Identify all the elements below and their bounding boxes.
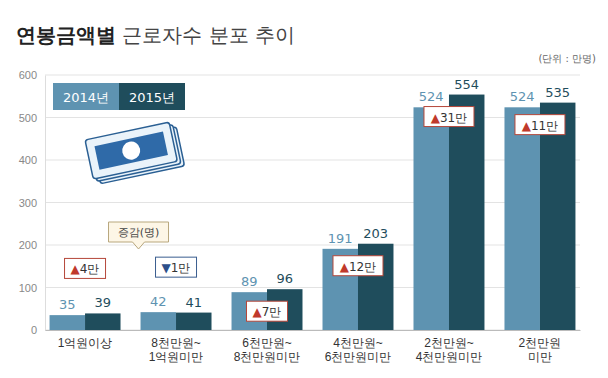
x-tick: 1억원이상 bbox=[58, 330, 113, 350]
legend-label: 2014년 bbox=[63, 90, 109, 105]
x-tick: 8천만원~1억원미만 bbox=[149, 330, 204, 364]
change-label: ▲31만 bbox=[431, 111, 468, 125]
y-tick: 200 bbox=[19, 239, 45, 251]
y-tick-label: 400 bbox=[19, 154, 37, 166]
data-label: 203 bbox=[363, 226, 388, 241]
icon-band bbox=[94, 132, 167, 170]
icon-note bbox=[85, 122, 177, 179]
bars bbox=[50, 95, 576, 330]
change-label: ▲11만 bbox=[522, 119, 559, 133]
bar bbox=[176, 313, 211, 330]
x-tick-label: 4천만원~6천만원미만 bbox=[325, 336, 392, 364]
legend-item: 2014년 bbox=[53, 83, 119, 110]
change-badge: ▲31만 bbox=[424, 107, 474, 127]
data-label: 535 bbox=[545, 85, 570, 100]
change-badge: ▲11만 bbox=[515, 115, 565, 135]
plot: 0 100 200 300 400 500 600 35 42 89 191 524 524 39 41 96… bbox=[19, 69, 581, 364]
data-label: 39 bbox=[95, 295, 112, 310]
change-box bbox=[65, 258, 106, 278]
bar bbox=[50, 315, 85, 330]
subtitle: (단위 : 만명) bbox=[538, 53, 596, 64]
data-label: 89 bbox=[241, 274, 258, 289]
x-tick-label: 1억원이상 bbox=[58, 336, 113, 350]
change-label: ▲7만 bbox=[253, 305, 282, 319]
data-label: 35 bbox=[59, 297, 76, 312]
data-label: 554 bbox=[454, 77, 479, 92]
change-callout: 증감(명) bbox=[109, 222, 169, 249]
change-badge: ▼1만 bbox=[156, 257, 197, 277]
x-tick: 2천만원~4천만원미만 bbox=[416, 330, 483, 364]
data-label: 191 bbox=[328, 231, 353, 246]
y-tick-label: 600 bbox=[19, 69, 37, 81]
y-tick-label: 0 bbox=[31, 324, 37, 336]
bar bbox=[85, 313, 120, 330]
y-tick-label: 100 bbox=[19, 282, 37, 294]
y-axis-line bbox=[45, 76, 46, 331]
grid-line bbox=[45, 75, 580, 76]
data-label: 524 bbox=[510, 89, 535, 104]
y-tick-label: 300 bbox=[19, 197, 37, 209]
grid bbox=[45, 75, 580, 330]
change-box bbox=[156, 257, 197, 277]
callout-label: 증감(명) bbox=[118, 226, 160, 239]
grid-line bbox=[45, 202, 580, 203]
x-tick: 4천만원~6천만원미만 bbox=[325, 330, 392, 364]
bar bbox=[141, 312, 176, 330]
data-labels: 35 42 89 191 524 524 39 41 96 203 554 535 bbox=[59, 77, 570, 313]
y-tick-label: 200 bbox=[19, 239, 37, 251]
grid-line bbox=[45, 117, 580, 118]
change-badge: ▲7만 bbox=[247, 301, 288, 321]
change-box bbox=[515, 115, 565, 135]
y-tick: 300 bbox=[19, 197, 45, 209]
legend-swatch bbox=[53, 83, 119, 110]
icon bbox=[85, 121, 185, 185]
data-label: 41 bbox=[185, 295, 202, 310]
grid-line bbox=[45, 287, 580, 288]
x-tick-label: 6천만원~8천만원미만 bbox=[234, 336, 301, 364]
x-tick-label: 8천만원~1억원미만 bbox=[149, 336, 204, 364]
bar bbox=[540, 103, 575, 330]
x-tick: 6천만원~8천만원미만 bbox=[234, 330, 301, 364]
change-box bbox=[424, 107, 474, 127]
y-tick: 600 bbox=[19, 69, 45, 81]
chart: 연봉금액별 근로자수 분포 추이 (단위 : 만명) 0 100 200 300 400 50… bbox=[0, 0, 608, 378]
data-label: 524 bbox=[419, 89, 444, 104]
icon-coin bbox=[121, 140, 142, 161]
changes: ▲4만 ▼1만 ▲7만 ▲12만 ▲31만 ▲11만증감(명) bbox=[65, 107, 565, 322]
change-badge: ▲12만 bbox=[333, 256, 383, 276]
grid-line bbox=[45, 330, 580, 331]
bar bbox=[504, 107, 539, 330]
callout-box bbox=[109, 222, 169, 249]
legend-label: 2015년 bbox=[129, 90, 175, 105]
x-tick-label: 2천만원미만 bbox=[519, 336, 562, 364]
legend-swatch bbox=[119, 83, 185, 110]
bar bbox=[413, 107, 448, 330]
x-tick-label: 2천만원~4천만원미만 bbox=[416, 336, 483, 364]
data-label: 96 bbox=[276, 271, 293, 286]
title: 연봉금액별 근로자수 분포 추이 bbox=[16, 23, 295, 47]
y-tick: 400 bbox=[19, 154, 45, 166]
legend-item: 2015년 bbox=[119, 83, 185, 110]
grid-line bbox=[45, 245, 580, 246]
legend: 2014년 2015년 bbox=[53, 83, 185, 110]
y-axis: 0 100 200 300 400 500 600 bbox=[19, 69, 46, 336]
y-tick-label: 500 bbox=[19, 112, 37, 124]
y-tick: 0 bbox=[31, 324, 45, 336]
change-badge: ▲4만 bbox=[65, 258, 106, 278]
bar bbox=[449, 95, 484, 330]
change-box bbox=[333, 256, 383, 276]
data-label: 42 bbox=[150, 294, 167, 309]
y-tick: 100 bbox=[19, 282, 45, 294]
change-label: ▲4만 bbox=[71, 262, 100, 276]
x-tick: 2천만원미만 bbox=[519, 330, 562, 364]
x-axis: 1억원이상 8천만원~1억원미만 6천만원~8천만원미만 4천만원~6천만원미만 2천만… bbox=[46, 330, 581, 364]
x-axis-line bbox=[46, 330, 581, 331]
change-box bbox=[247, 301, 288, 321]
change-label: ▼1만 bbox=[162, 261, 191, 275]
change-label: ▲12만 bbox=[340, 260, 377, 274]
y-tick: 500 bbox=[19, 112, 45, 124]
